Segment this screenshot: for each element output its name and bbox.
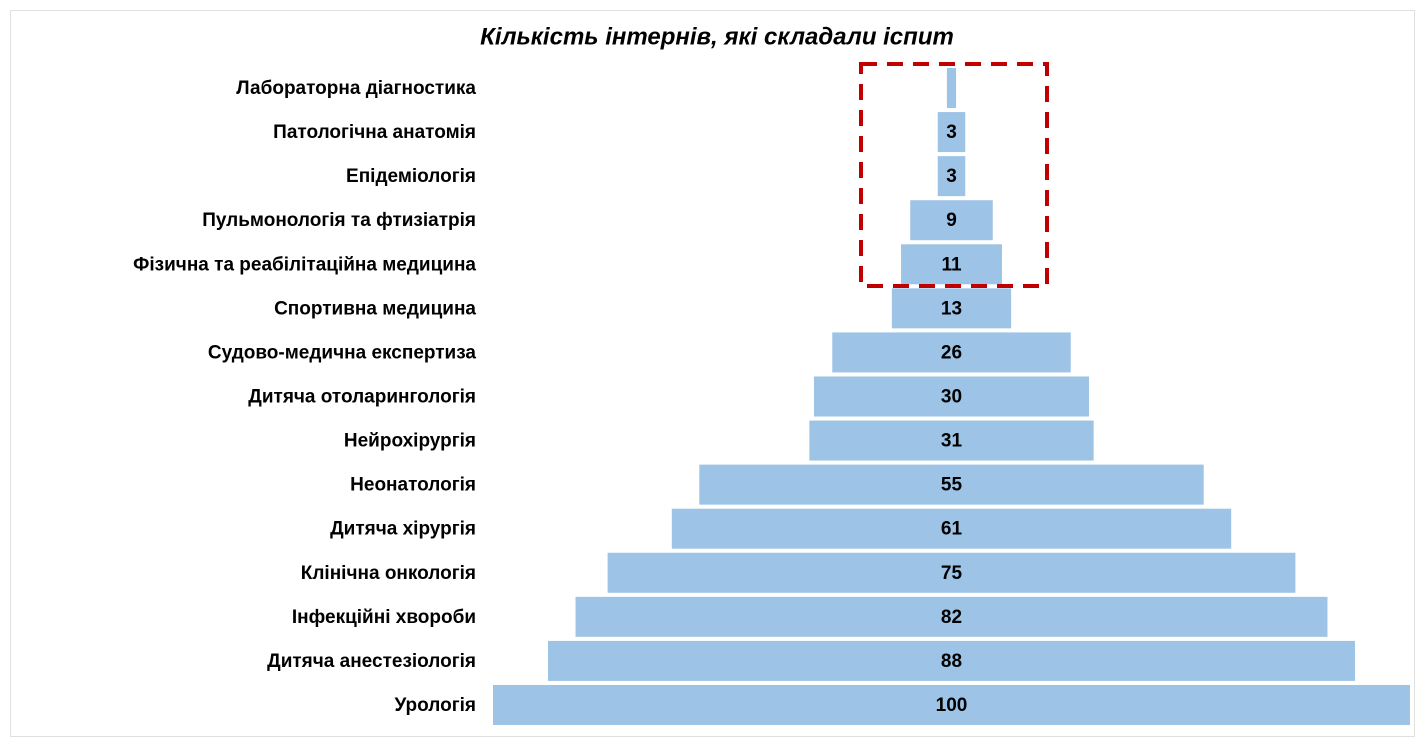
value-label: 75 bbox=[941, 563, 963, 584]
value-label: 26 bbox=[941, 342, 962, 363]
category-label: Урологія bbox=[394, 695, 476, 716]
value-label: 100 bbox=[936, 695, 968, 716]
category-label: Судово-медична експертиза bbox=[208, 342, 477, 363]
category-label: Лабораторна діагностика bbox=[236, 78, 476, 99]
bar bbox=[937, 156, 966, 197]
bar bbox=[937, 112, 966, 153]
bar bbox=[891, 288, 1012, 329]
value-label: 13 bbox=[941, 298, 962, 319]
value-label: 11 bbox=[941, 254, 962, 275]
category-label: Пульмонологія та фтизіатрія bbox=[202, 210, 476, 231]
category-label: Дитяча отоларингологія bbox=[248, 387, 476, 408]
bar bbox=[946, 68, 957, 108]
bar bbox=[548, 640, 1355, 681]
category-label: Фізична та реабілітаційна медицина bbox=[133, 254, 476, 275]
highlight-box bbox=[859, 62, 1049, 288]
category-label: Патологічна анатомія bbox=[273, 122, 476, 143]
value-label: 55 bbox=[941, 475, 963, 496]
category-label: Дитяча анестезіологія bbox=[267, 651, 476, 672]
category-label: Нейрохірургія bbox=[344, 431, 476, 452]
category-label: Клінічна онкологія bbox=[301, 563, 476, 584]
bar bbox=[493, 684, 1410, 725]
bar bbox=[575, 596, 1328, 637]
chart-frame bbox=[10, 10, 1415, 737]
bar bbox=[809, 420, 1094, 461]
category-label: Епідеміологія bbox=[346, 166, 476, 187]
bar bbox=[671, 508, 1232, 549]
bar bbox=[901, 244, 1002, 285]
value-label: 30 bbox=[941, 387, 962, 408]
value-label: 88 bbox=[941, 651, 962, 672]
category-label: Дитяча хірургія bbox=[330, 519, 476, 540]
value-label: 61 bbox=[941, 519, 963, 540]
bar bbox=[607, 552, 1296, 593]
chart-title: Кількість інтернів, які складали іспит bbox=[480, 23, 954, 50]
bar bbox=[910, 200, 993, 241]
plot-area: Лабораторна діагностика Патологічна анато… bbox=[133, 68, 1410, 725]
category-label: Інфекційні хвороби bbox=[292, 607, 476, 628]
category-label: Спортивна медицина bbox=[274, 298, 476, 319]
category-label: Неонатологія bbox=[350, 475, 476, 496]
value-label: 31 bbox=[941, 431, 963, 452]
bar bbox=[813, 376, 1090, 417]
bar bbox=[699, 464, 1204, 505]
value-label: 82 bbox=[941, 607, 962, 628]
bar bbox=[832, 332, 1071, 373]
value-label: 3 bbox=[946, 166, 957, 187]
value-label: 9 bbox=[946, 210, 957, 231]
value-label: 3 bbox=[946, 122, 957, 143]
